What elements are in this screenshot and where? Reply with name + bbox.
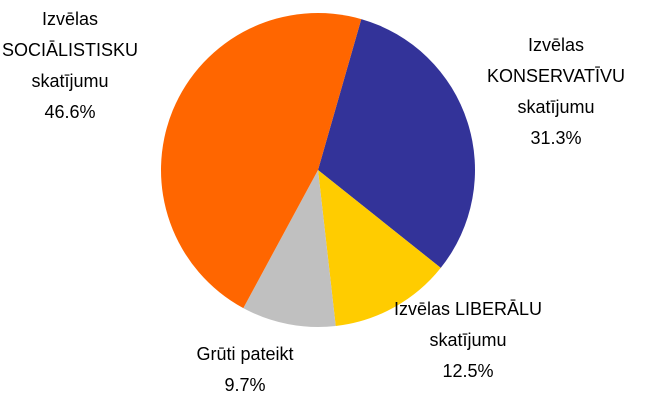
category-label: Grūti pateikt (196, 344, 294, 364)
slice-label: Izvēlas LIBERĀLU skatījumu 12.5% (394, 294, 542, 387)
category-label: Izvēlas LIBERĀLU skatījumu (393, 299, 543, 350)
value-label: 46.6% (44, 102, 96, 122)
pie-slice (161, 13, 362, 309)
category-label: Izvēlas KONSERVATĪVU skatījumu (486, 35, 626, 117)
slice-label: Izvēlas KONSERVATĪVU skatījumu 31.3% (487, 30, 625, 154)
slice-label: Izvēlas SOCIĀLISTISKU skatījumu 46.6% (2, 4, 138, 128)
pie-slice (243, 170, 336, 328)
category-label: Izvēlas SOCIĀLISTISKU skatījumu (1, 9, 139, 91)
slice-label: Grūti pateikt 9.7% (196, 339, 293, 401)
pie-slice (318, 19, 476, 268)
value-label: 12.5% (442, 361, 494, 381)
value-label: 31.3% (530, 128, 582, 148)
value-label: 9.7% (224, 375, 266, 395)
pie-slice (318, 170, 441, 326)
